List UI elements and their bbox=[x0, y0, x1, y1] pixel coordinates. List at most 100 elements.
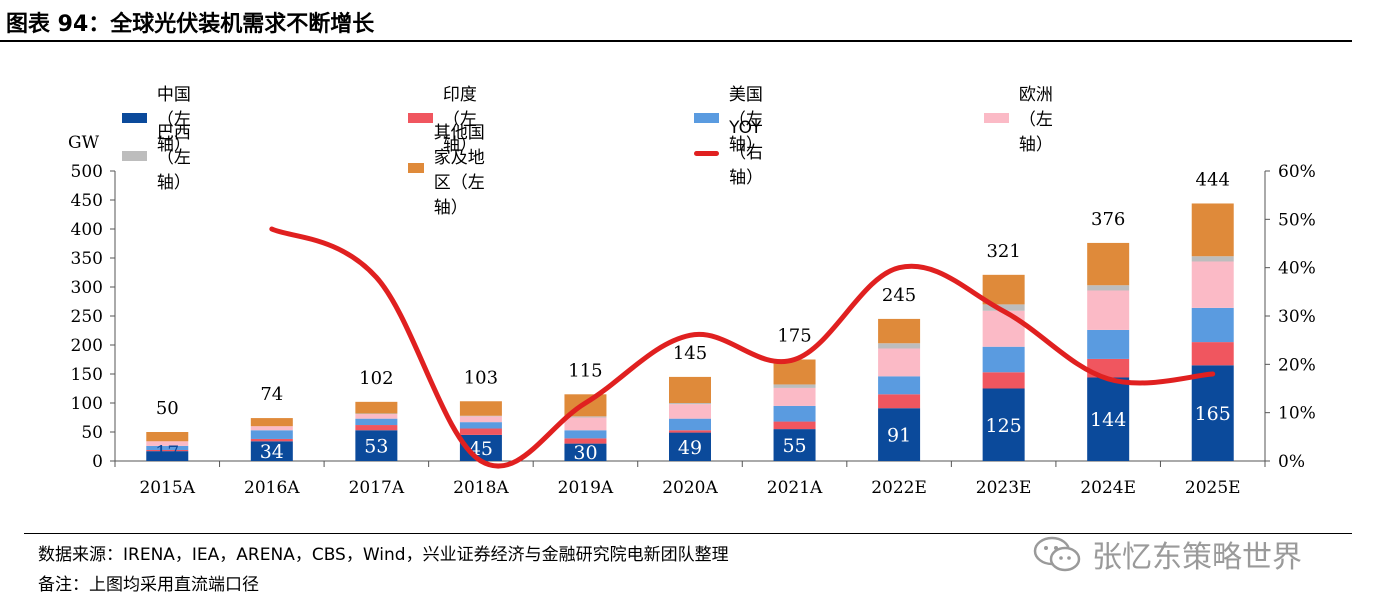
bar-segment bbox=[878, 318, 921, 344]
y2-tick-label: 0% bbox=[1278, 452, 1305, 472]
bar-segment bbox=[459, 416, 502, 423]
legend-label: 美国（左轴） bbox=[728, 85, 763, 155]
figure-title: 图表 94：全球光伏装机需求不断增长 bbox=[6, 12, 375, 37]
y-tick-label: 300 bbox=[71, 278, 103, 298]
bar-segment bbox=[878, 408, 921, 461]
legend-line-swatch bbox=[694, 150, 720, 156]
x-tick-label: 2022E bbox=[871, 478, 927, 498]
bar-segment bbox=[669, 404, 711, 419]
bar-segment bbox=[355, 413, 398, 415]
bar-segment bbox=[669, 432, 711, 461]
bar-segment bbox=[250, 441, 293, 461]
yoy-line bbox=[269, 226, 1216, 469]
footnote: 备注：上图均采用直流端口径 bbox=[38, 575, 259, 595]
bar-total-label: 245 bbox=[882, 285, 916, 306]
bar-total-label: 115 bbox=[568, 360, 602, 381]
bar-segment bbox=[250, 438, 293, 442]
legend-label: 中国（左轴） bbox=[156, 85, 191, 155]
bar-segment bbox=[459, 428, 502, 435]
y-tick-label: 200 bbox=[71, 336, 103, 356]
x-tick-label: 2024E bbox=[1080, 478, 1136, 498]
bar-total-label: 102 bbox=[359, 368, 393, 389]
bar-segment bbox=[669, 418, 711, 431]
legend-item-europe: 欧洲（左轴） bbox=[984, 80, 1074, 155]
y-tick-label: 400 bbox=[71, 220, 103, 240]
bar-segment bbox=[564, 443, 607, 461]
y2-tick-label: 20% bbox=[1278, 355, 1316, 375]
bar-segment bbox=[982, 388, 1025, 461]
bar-segment bbox=[773, 387, 816, 406]
legend-label: 其他国家及地区（左轴） bbox=[433, 123, 485, 218]
bar-segment bbox=[878, 376, 921, 395]
china-value-label: 53 bbox=[364, 436, 388, 458]
y-tick-label: 0 bbox=[92, 452, 103, 472]
legend-label: 巴西（左轴） bbox=[156, 123, 191, 193]
china-value-label: 34 bbox=[260, 441, 284, 463]
bar-segment bbox=[146, 445, 189, 450]
x-tick-label: 2023E bbox=[976, 478, 1032, 498]
bar-segment bbox=[982, 310, 1025, 347]
bar-segment bbox=[355, 430, 398, 461]
bar-segment bbox=[564, 416, 607, 418]
legend-swatch bbox=[408, 112, 433, 123]
legend-label: 印度（左轴） bbox=[442, 85, 477, 155]
y2-tick-label: 40% bbox=[1278, 259, 1316, 279]
bar-segment bbox=[146, 441, 189, 446]
x-tick-label: 2025E bbox=[1185, 478, 1241, 498]
china-value-label: 125 bbox=[986, 415, 1022, 437]
y2-tick-label: 30% bbox=[1278, 307, 1316, 327]
legend-swatch bbox=[408, 163, 424, 173]
bar-segment bbox=[250, 418, 293, 427]
bar-segment bbox=[355, 401, 398, 414]
legend-swatch bbox=[984, 112, 1009, 123]
bar-segment bbox=[1087, 242, 1130, 286]
bar-segment bbox=[146, 451, 189, 461]
bar-segment bbox=[982, 372, 1025, 389]
bar-total-label: 50 bbox=[156, 398, 179, 419]
bar-segment bbox=[1087, 329, 1130, 359]
bar-segment bbox=[773, 384, 816, 388]
china-value-label: 165 bbox=[1195, 403, 1231, 425]
y-tick-label: 350 bbox=[71, 249, 103, 269]
china-value-label: 49 bbox=[678, 437, 702, 459]
y-tick-label: 250 bbox=[71, 307, 103, 327]
bar-segment bbox=[878, 394, 921, 409]
x-tick-label: 2015A bbox=[139, 478, 195, 498]
x-tick-label: 2020A bbox=[662, 478, 718, 498]
legend-swatch bbox=[694, 112, 719, 123]
y-tick-label: 100 bbox=[71, 394, 103, 414]
y2-tick-label: 60% bbox=[1278, 162, 1316, 182]
y-tick-label: 150 bbox=[71, 365, 103, 385]
bar-segment bbox=[982, 304, 1025, 311]
bar-segment bbox=[564, 438, 607, 444]
bar-segment bbox=[669, 403, 711, 405]
bar-segment bbox=[878, 348, 921, 377]
bar-segment bbox=[250, 430, 293, 439]
x-tick-label: 2021A bbox=[767, 478, 823, 498]
footer-rule bbox=[24, 533, 1352, 534]
bar-segment bbox=[773, 421, 816, 430]
x-tick-label: 2016A bbox=[244, 478, 300, 498]
china-value-label: 30 bbox=[573, 442, 597, 464]
legend-label: YOY（右轴） bbox=[729, 118, 764, 188]
y2-tick-label: 10% bbox=[1278, 404, 1316, 424]
legend-item-brazil: 巴西（左轴） bbox=[122, 118, 212, 193]
bar-total-label: 175 bbox=[777, 326, 811, 347]
china-value-label: 144 bbox=[1090, 409, 1126, 431]
x-tick-label: 2019A bbox=[558, 478, 614, 498]
legend-item-china: 中国（左轴） bbox=[122, 80, 212, 155]
bar-total-label: 321 bbox=[986, 241, 1020, 262]
bar-segment bbox=[459, 401, 502, 416]
legend-item-usa: 美国（左轴） bbox=[694, 80, 784, 155]
bar-total-label: 145 bbox=[673, 343, 707, 364]
bar-segment bbox=[250, 426, 293, 431]
title-rule bbox=[0, 40, 1352, 42]
bar-segment bbox=[564, 417, 607, 431]
x-tick-label: 2018A bbox=[453, 478, 509, 498]
legend-item-india: 印度（左轴） bbox=[408, 80, 498, 155]
bar-segment bbox=[146, 432, 189, 442]
bar-segment bbox=[1191, 261, 1234, 308]
bar-total-label: 376 bbox=[1091, 209, 1125, 230]
bar-segment bbox=[982, 346, 1025, 373]
